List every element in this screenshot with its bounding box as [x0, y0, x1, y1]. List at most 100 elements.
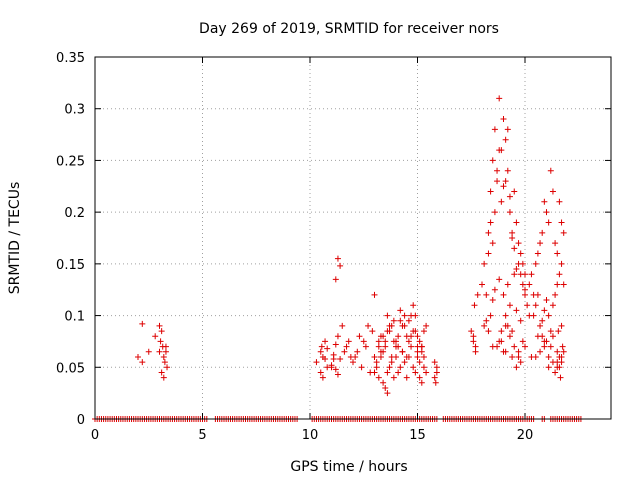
data-point: [431, 374, 438, 381]
data-point: [532, 353, 539, 360]
data-point: [360, 338, 367, 345]
data-point: [485, 229, 492, 236]
data-point: [474, 291, 481, 298]
data-point: [506, 333, 513, 340]
data-points: [92, 95, 584, 422]
data-point: [341, 348, 348, 355]
data-point: [549, 302, 556, 309]
data-point: [549, 333, 556, 340]
data-point: [560, 229, 567, 236]
data-point: [511, 188, 518, 195]
data-point: [509, 328, 516, 335]
data-point: [332, 276, 339, 283]
data-point: [410, 364, 417, 371]
data-point: [156, 322, 163, 329]
data-point: [532, 302, 539, 309]
data-point: [534, 291, 541, 298]
data-point: [504, 281, 511, 288]
data-point: [337, 262, 344, 269]
data-point: [332, 366, 339, 373]
data-point: [152, 333, 159, 340]
data-point: [515, 353, 522, 360]
data-point: [472, 343, 479, 350]
data-point: [487, 219, 494, 226]
data-point: [470, 333, 477, 340]
data-point: [496, 276, 503, 283]
data-point: [537, 322, 544, 329]
data-point: [420, 364, 427, 371]
data-point: [384, 390, 391, 397]
data-point: [472, 348, 479, 355]
data-point: [388, 322, 395, 329]
data-point: [397, 364, 404, 371]
data-point: [386, 328, 393, 335]
data-point: [390, 317, 397, 324]
data-point: [160, 353, 167, 360]
data-point: [558, 219, 565, 226]
y-tick-label: 0.35: [56, 51, 85, 66]
data-point: [371, 291, 378, 298]
data-point: [513, 364, 520, 371]
x-tick-label: 0: [91, 428, 99, 443]
data-point: [382, 343, 389, 350]
data-point: [498, 328, 505, 335]
y-tick-label: 0.1: [64, 310, 85, 325]
data-point: [483, 317, 490, 324]
data-point: [545, 364, 552, 371]
data-point: [358, 364, 365, 371]
data-point: [558, 353, 565, 360]
data-point: [554, 281, 561, 288]
data-point: [371, 353, 378, 360]
data-point: [547, 343, 554, 350]
data-point: [414, 353, 421, 360]
data-point: [423, 369, 430, 376]
data-point: [408, 343, 415, 350]
data-point: [541, 198, 548, 205]
data-point: [526, 281, 533, 288]
data-point: [334, 255, 341, 262]
data-point: [560, 348, 567, 355]
data-point: [537, 348, 544, 355]
data-point: [554, 250, 561, 257]
data-point: [513, 307, 520, 314]
data-point: [324, 345, 331, 352]
data-point: [509, 235, 516, 241]
data-point: [369, 328, 376, 335]
data-point: [161, 359, 168, 366]
data-point: [405, 317, 412, 324]
data-point: [322, 338, 329, 345]
data-point: [418, 379, 425, 386]
data-point: [539, 333, 546, 340]
data-point: [517, 271, 524, 278]
data-point: [517, 359, 524, 366]
data-point: [554, 359, 561, 366]
data-point: [345, 338, 352, 345]
data-point: [157, 338, 164, 345]
data-point: [408, 312, 415, 319]
data-point: [498, 198, 505, 205]
data-point: [371, 369, 378, 376]
data-point: [487, 188, 494, 195]
data-point: [556, 364, 563, 371]
data-point: [377, 348, 384, 355]
data-point: [412, 369, 419, 376]
data-point: [556, 271, 563, 278]
data-point: [470, 338, 477, 345]
data-point: [401, 312, 408, 319]
data-point: [390, 374, 397, 381]
data-point: [494, 178, 501, 185]
data-point: [543, 209, 550, 216]
data-point: [481, 260, 488, 267]
y-tick-labels: 0 0.05 0.1 0.15 0.2 0.25 0.3 0.35: [56, 51, 85, 428]
data-point: [373, 359, 380, 366]
data-point: [158, 369, 165, 376]
data-point: [352, 353, 359, 360]
data-point: [356, 333, 363, 340]
data-point: [502, 178, 509, 185]
data-point: [558, 322, 565, 329]
data-point: [401, 359, 408, 366]
data-point: [554, 348, 561, 355]
data-point: [313, 359, 320, 366]
y-axis-label: SRMTID / TECUs: [7, 182, 23, 295]
data-point: [491, 126, 498, 133]
